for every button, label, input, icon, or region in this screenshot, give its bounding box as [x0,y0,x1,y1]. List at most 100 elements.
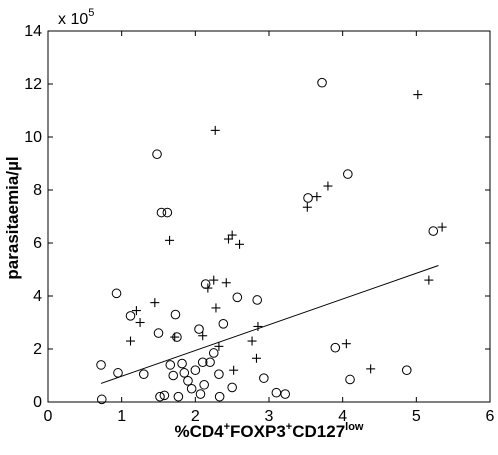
circle-marker [111,288,122,299]
circle-marker [156,207,167,218]
y-axis-ticks: 0 2 4 6 8 10 12 14 [24,23,490,411]
y-axis-title: parasitaemia/µl [3,156,22,279]
x-tick-label: 2 [191,408,200,425]
circle-marker [152,149,162,160]
plus-marker [251,353,261,363]
circle-marker [345,374,355,385]
circle-marker [232,292,243,303]
plus-marker [413,90,423,100]
circle-marker [138,369,149,379]
plus-marker [131,306,141,316]
circle-marker [177,358,187,369]
x-axis-title-part: + [286,421,292,433]
plus-marker [211,303,221,313]
x-axis-title-part: FOXP3 [230,422,286,441]
y-tick-label: 12 [24,76,42,93]
plot-area-border [47,30,491,403]
circle-marker [125,311,136,321]
x-axis-title-part: + [224,421,230,433]
circle-marker [155,391,165,402]
y-tick-label: 4 [33,288,42,305]
plus-marker [198,331,208,341]
circle-marker [252,295,263,305]
x-tick-label: 3 [265,408,274,425]
x-axis-title-part: CD127 [292,422,345,441]
circle-marker [401,365,412,376]
plus-marker [210,125,220,135]
circle-marker [113,368,123,378]
y-tick-label: 10 [24,129,42,146]
y-tick-label: 0 [33,394,42,411]
circle-marker [159,390,170,401]
circle-marker [96,360,106,370]
plus-marker [312,192,322,202]
plus-marker [424,275,434,285]
circle-marker [195,389,206,399]
circle-marker [183,376,193,386]
plus-marker [150,298,160,308]
circle-marker [214,391,225,402]
plus-marker [203,283,213,293]
plus-marker [223,234,233,244]
circle-marker [259,373,269,383]
circle-marker [280,389,291,399]
circle-marker [317,77,327,88]
circle-marker [168,370,179,381]
circle-marker [96,394,107,405]
plus-marker [209,275,219,285]
plus-marker [302,202,312,212]
plus-marker [235,239,245,249]
plus-marker [229,365,239,375]
circle-marker [190,365,201,376]
x-axis-title: %CD4+FOXP3+CD127low [174,421,363,441]
circle-marker [227,382,237,393]
x-tick-label: 6 [486,408,495,425]
plus-marker [170,332,180,342]
y-tick-label: 8 [33,182,42,199]
circle-marker [218,319,229,329]
circle-marker [330,342,341,353]
plus-marker [126,336,136,346]
circle-marker [197,357,208,368]
plus-marker [165,235,175,245]
circle-marker [199,379,209,390]
circle-marker [170,309,181,320]
circle-marker [214,369,224,379]
circle-marker [153,328,164,338]
data-markers [96,77,447,405]
plot-frame [47,30,491,403]
circle-marker [271,387,282,398]
circle-marker [173,391,184,402]
plus-marker [247,336,257,346]
plus-marker [366,364,376,374]
y-axis-multiplier: x 105 [58,7,94,28]
circle-marker [165,360,176,370]
y-tick-label: 14 [24,23,42,40]
circle-marker [208,348,219,358]
plus-marker [323,181,333,191]
y-tick-label: 6 [33,235,42,252]
x-tick-label: 4 [338,408,347,425]
circle-marker [205,357,215,368]
x-tick-label: 1 [117,408,126,425]
circle-marker [303,193,313,203]
plus-marker [437,222,447,232]
plus-marker [135,318,145,327]
x-tick-label: 5 [412,408,421,425]
circle-marker [179,368,190,378]
circle-marker [428,226,439,236]
x-axis-title-part: low [345,421,364,433]
plus-marker [341,339,351,349]
plus-marker [227,230,237,240]
regression-line-group [100,265,439,384]
regression-line [100,265,439,384]
y-tick-label: 2 [33,341,42,358]
circle-marker [200,279,211,289]
circle-marker [194,324,204,334]
y-axis-multiplier-exponent: 5 [88,7,94,19]
x-tick-label: 0 [44,408,53,425]
plus-marker [214,341,224,351]
x-axis-title-part: %CD4 [174,422,224,441]
plus-marker [253,321,263,331]
